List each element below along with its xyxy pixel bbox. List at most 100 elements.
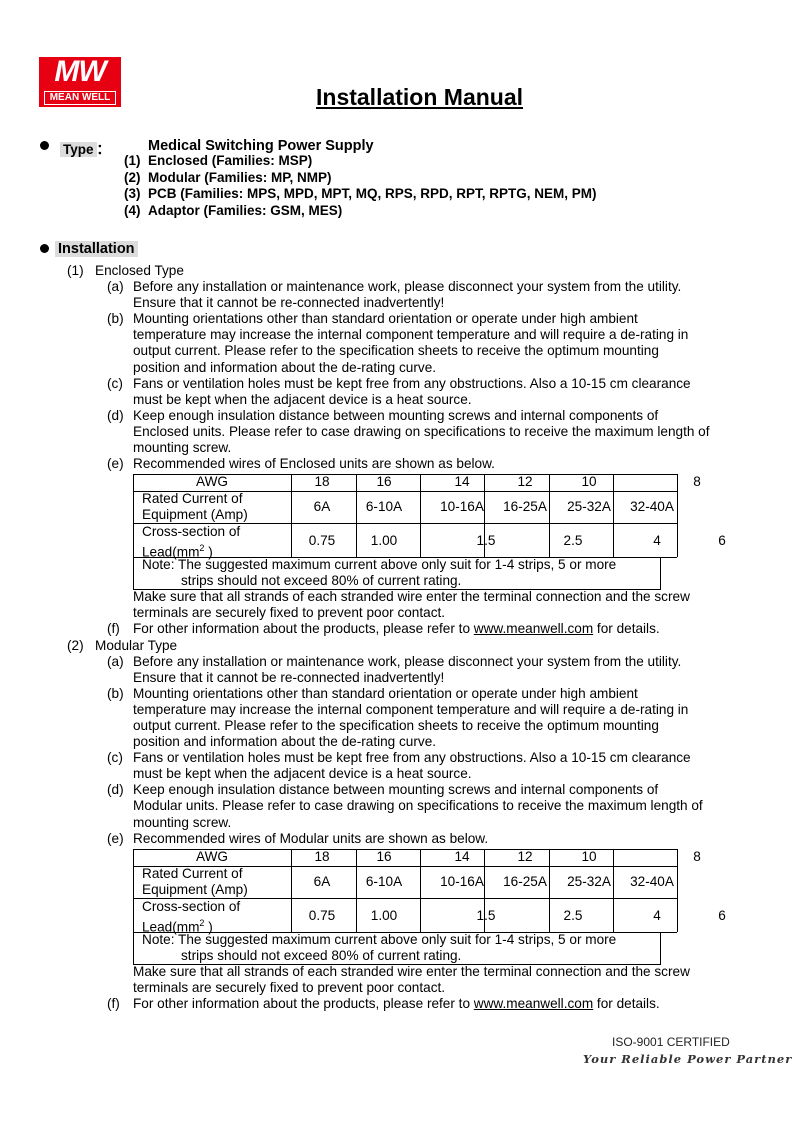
text-line: (e) Recommended wires of Modular units ar…: [0, 831, 802, 847]
text: Modular units. Please refer to case draw…: [133, 798, 703, 814]
text: output current. Please refer to the spec…: [133, 717, 659, 733]
table-note: Note: The suggested maximum current abov…: [142, 557, 617, 573]
bullet-icon: [40, 244, 49, 253]
type-colon: ：: [96, 142, 111, 157]
item-label: (e): [107, 830, 124, 846]
type-item-text: Modular (Families: MP, NMP): [148, 169, 332, 185]
page-title: Installation Manual: [316, 84, 524, 110]
text: must be kept when the adjacent device is…: [133, 766, 472, 782]
cross-section-value: 0.75: [308, 907, 336, 923]
text: mounting screw.: [133, 440, 232, 456]
current-value: 25-32A: [567, 499, 611, 515]
awg-value: 16: [376, 474, 392, 490]
text: Enclosed units. Please refer to case dra…: [133, 423, 710, 439]
text: position and information about the de-ra…: [133, 359, 437, 375]
table-border: [613, 474, 614, 558]
meanwell-link[interactable]: www.meanwell.com: [473, 621, 594, 637]
awg-value: 18: [314, 848, 330, 864]
text: Recommended wires of Enclosed units are …: [133, 456, 495, 472]
text: position and information about the de-ra…: [133, 734, 437, 750]
text: Ensure that it cannot be re-connected in…: [133, 295, 445, 311]
type-item-number: (1): [124, 153, 141, 168]
cross-section-value: 2.5: [563, 907, 583, 923]
installation-body: (1) Enclosed Type (a) Before any installati…: [0, 263, 802, 1012]
text-line: mounting screw.: [0, 815, 802, 831]
text-line: (a) Before any installation or maintenanc…: [0, 279, 802, 295]
mean-well-logo: MW MEAN WELL: [39, 55, 121, 107]
text: Ensure that it cannot be re-connected in…: [133, 669, 445, 685]
table-border: [133, 897, 677, 899]
text-line: position and information about the de-ra…: [0, 360, 802, 376]
text: Mounting orientations other than standar…: [133, 311, 638, 327]
type-item-text: PCB (Families: MPS, MPD, MPT, MQ, RPS, R…: [148, 186, 597, 202]
table-border: [133, 474, 134, 590]
item-label: (d): [107, 782, 124, 798]
text: For other information about the products…: [133, 995, 474, 1011]
table-border: [420, 474, 421, 558]
item-label: (d): [107, 407, 124, 423]
cross-label-text: ): [204, 544, 213, 560]
cross-label-text: Lead(mm: [142, 919, 200, 935]
installation-heading: Installation: [55, 241, 138, 257]
current-value: 6A: [313, 499, 331, 515]
text: mounting screw.: [133, 814, 232, 830]
cross-section-value: 1.00: [370, 533, 398, 549]
table-border: [133, 474, 677, 476]
current-value: 32-40A: [630, 499, 674, 515]
logo-text: MEAN WELL: [44, 91, 116, 105]
item-label: (c): [107, 750, 123, 766]
text: Before any installation or maintenance w…: [133, 279, 682, 295]
table-header-awg: AWG: [196, 848, 228, 864]
text-line: (f) For other information about the produ…: [0, 621, 802, 637]
awg-value: 18: [314, 474, 330, 490]
text: Make sure that all strands of each stran…: [133, 963, 690, 979]
text-line: (b) Mounting orientations other than stan…: [0, 686, 802, 702]
cross-section-value: 1.5: [476, 533, 496, 549]
type-item-number: (3): [124, 186, 141, 202]
text-line: (f) For other information about the produ…: [0, 996, 802, 1012]
text-line: (c) Fans or ventilation holes must be kep…: [0, 750, 802, 766]
cross-label: Cross-section of: [142, 524, 241, 540]
table-border: [549, 474, 550, 558]
text: For other information about the products…: [133, 996, 660, 1012]
table-border: [133, 848, 134, 964]
awg-value: 8: [693, 474, 701, 490]
item-label: (b): [107, 685, 124, 701]
text: for details.: [593, 621, 660, 637]
wire-table: AWG 18 16 14 12 10 8 Rated Current of Equipment …: [133, 848, 726, 965]
text-line: (c) Fans or ventilation holes must be kep…: [0, 376, 802, 392]
text: temperature may increase the internal co…: [133, 701, 689, 717]
meanwell-link[interactable]: www.meanwell.com: [473, 995, 594, 1011]
text: terminals are securely fixed to prevent …: [133, 979, 446, 995]
awg-value: 10: [581, 474, 597, 490]
text: For other information about the products…: [133, 621, 660, 637]
cross-section-value: 1.5: [476, 907, 496, 923]
text-line: must be kept when the adjacent device is…: [0, 766, 802, 782]
item-label: (e): [107, 456, 124, 472]
table-border: [356, 474, 357, 558]
cross-section-value: 4: [653, 907, 661, 923]
logo-mark: MW: [54, 55, 106, 88]
table-border: [133, 963, 661, 965]
text: Mounting orientations other than standar…: [133, 685, 638, 701]
cross-label-text: Lead(mm: [142, 544, 200, 560]
section-title: Modular Type: [95, 637, 178, 653]
superscript: 2: [199, 917, 205, 928]
type-item-number: (4): [124, 203, 141, 219]
current-value: 10-16A: [440, 873, 484, 889]
awg-value: 14: [454, 474, 470, 490]
text-line: mounting screw.: [0, 440, 802, 456]
current-label: Equipment (Amp): [142, 881, 248, 897]
table-note: strips should not exceed 80% of current …: [181, 947, 462, 963]
text-line: position and information about the de-ra…: [0, 734, 802, 750]
awg-value: 14: [454, 848, 470, 864]
text-line: must be kept when the adjacent device is…: [0, 392, 802, 408]
type-label: Type: [60, 142, 97, 157]
current-value: 6A: [313, 873, 331, 889]
current-value: 32-40A: [630, 873, 674, 889]
table-border: [677, 474, 678, 558]
text: Make sure that all strands of each stran…: [133, 589, 690, 605]
table-border: [660, 931, 661, 964]
type-heading: Type：: [60, 138, 110, 158]
table-border: [484, 848, 485, 932]
